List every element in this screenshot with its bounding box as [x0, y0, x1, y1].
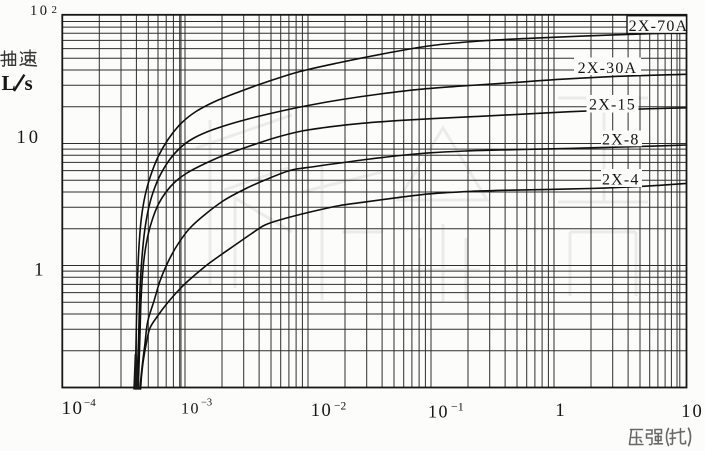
svg-text:2X-15: 2X-15 [589, 97, 636, 114]
svg-text:10: 10 [30, 3, 50, 19]
svg-text:−4: −4 [84, 397, 96, 409]
svg-text:2X-4: 2X-4 [602, 172, 640, 189]
svg-text:10: 10 [681, 402, 704, 422]
svg-text:1: 1 [555, 400, 565, 421]
svg-text:10: 10 [428, 402, 449, 422]
svg-text:s: s [25, 71, 33, 95]
svg-text:1: 1 [34, 260, 44, 281]
svg-text:10: 10 [311, 401, 333, 421]
svg-text:−1: −1 [451, 400, 464, 414]
svg-text:10: 10 [181, 401, 200, 418]
svg-text:10: 10 [62, 398, 84, 419]
svg-text:−2: −2 [334, 401, 346, 413]
svg-text:L: L [2, 71, 16, 95]
svg-text:2X-8: 2X-8 [602, 131, 640, 148]
svg-text:2X-70A: 2X-70A [629, 18, 689, 35]
svg-text:−3: −3 [201, 398, 212, 409]
svg-text:2X-30A: 2X-30A [578, 60, 638, 77]
svg-text:2: 2 [52, 4, 58, 16]
svg-text:10: 10 [17, 128, 42, 148]
